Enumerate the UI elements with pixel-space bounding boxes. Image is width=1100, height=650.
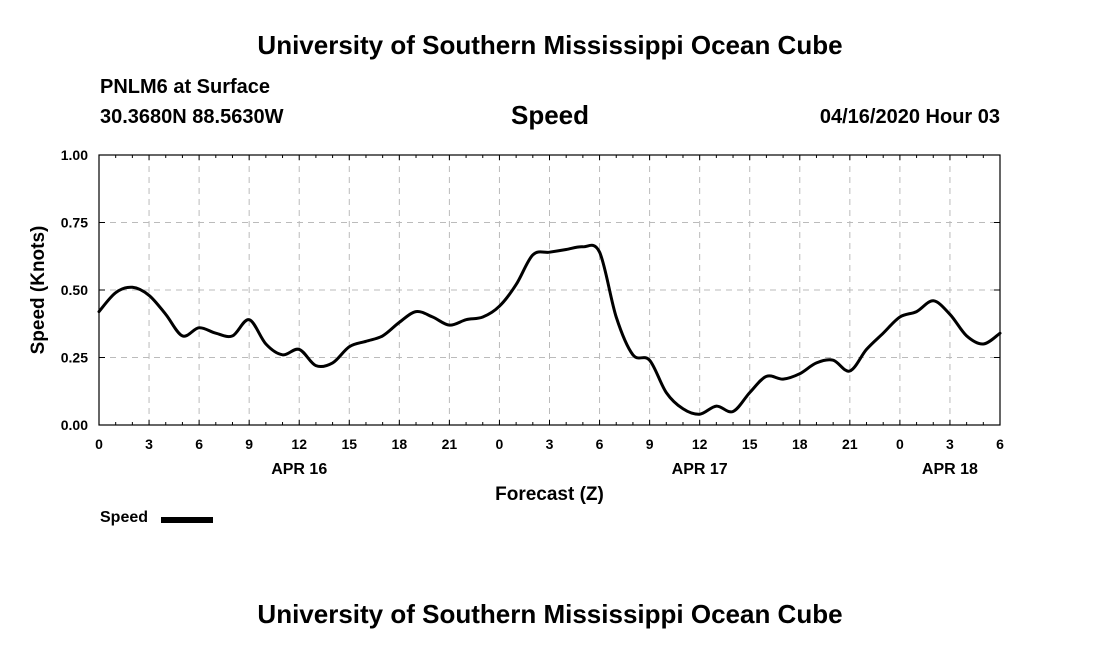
legend-swatch — [161, 517, 213, 523]
x-tick-label: 15 — [341, 436, 357, 452]
grid — [99, 155, 1000, 425]
coordinates-label: 30.3680N 88.5630W — [100, 106, 284, 128]
x-tick-label: 6 — [596, 436, 604, 452]
x-tick-label: 0 — [496, 436, 504, 452]
x-tick-label: 3 — [946, 436, 954, 452]
x-axis-title: Forecast (Z) — [495, 484, 604, 505]
x-tick-label: 15 — [742, 436, 758, 452]
axis-ticks — [98, 154, 1001, 426]
x-tick-label: 21 — [842, 436, 858, 452]
x-tick-label: 9 — [646, 436, 654, 452]
x-tick-label: 3 — [145, 436, 153, 452]
x-tick-label: 6 — [996, 436, 1004, 452]
page-title-bottom: University of Southern Mississippi Ocean… — [257, 599, 843, 629]
datetime-label: 04/16/2020 Hour 03 — [819, 106, 1000, 128]
x-tick-label: 12 — [692, 436, 708, 452]
day-label: APR 18 — [922, 461, 978, 478]
x-tick-label: 0 — [95, 436, 103, 452]
page-title-top: University of Southern Mississippi Ocean… — [257, 30, 843, 60]
y-tick-label: 0.75 — [61, 215, 88, 231]
y-tick-label: 0.50 — [61, 282, 88, 298]
y-tick-label: 1.00 — [61, 147, 88, 163]
x-tick-label: 3 — [546, 436, 554, 452]
day-label: APR 16 — [271, 461, 327, 478]
y-tick-label: 0.25 — [61, 350, 88, 366]
series-line-speed — [97, 243, 1002, 416]
station-label: PNLM6 at Surface — [100, 76, 271, 98]
axis-labels: 0 3 6 9 12 15 18 21 0 3 6 9 12 15 18 21 0 3 6 0.00 0.25 0.50 0… — [61, 147, 1004, 478]
day-label: APR 17 — [672, 461, 728, 478]
chart-title: Speed — [510, 100, 590, 130]
x-tick-label: 12 — [291, 436, 307, 452]
x-tick-label: 18 — [392, 436, 408, 452]
y-axis-title: Speed (Knots) — [28, 226, 49, 355]
x-tick-label: 21 — [442, 436, 458, 452]
x-tick-label: 6 — [195, 436, 203, 452]
x-tick-label: 0 — [896, 436, 904, 452]
y-tick-label: 0.00 — [61, 417, 88, 433]
legend-label: Speed — [100, 509, 149, 526]
x-tick-label: 18 — [792, 436, 808, 452]
x-tick-label: 9 — [245, 436, 253, 452]
